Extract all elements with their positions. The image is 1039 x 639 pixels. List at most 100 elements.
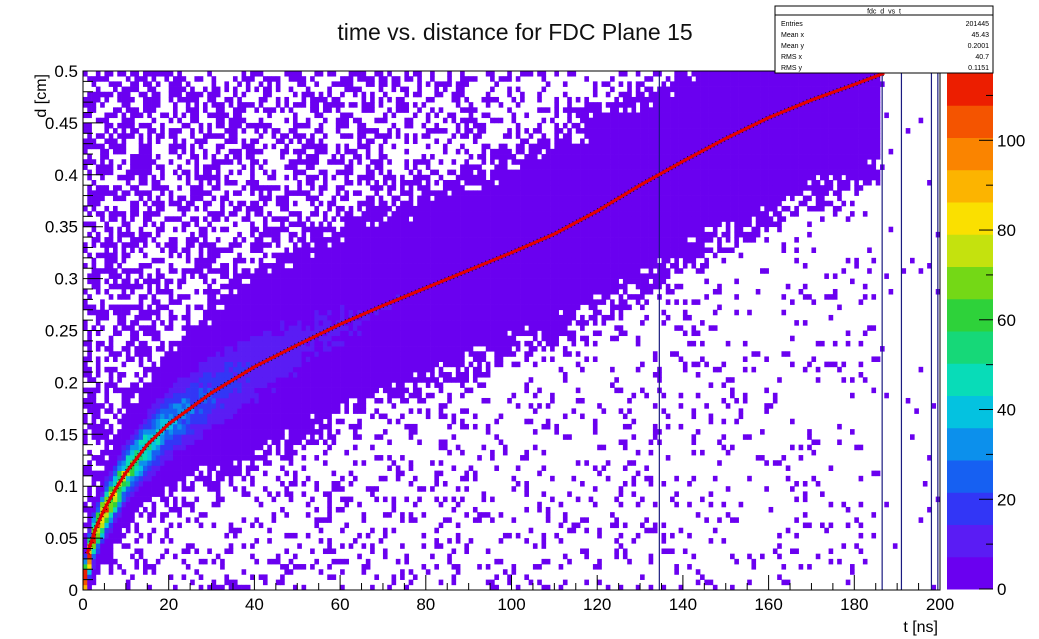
heatmap-cell: [211, 584, 217, 591]
heatmap-cell: [155, 231, 161, 238]
heatmap-cell: [292, 133, 298, 139]
heatmap-cell: [404, 76, 410, 82]
heatmap-cell: [348, 288, 354, 295]
heatmap-cell: [365, 283, 371, 290]
heatmap-cell: [280, 366, 285, 373]
heatmap-cell: [301, 382, 307, 388]
heatmap-cell: [331, 481, 337, 487]
heatmap-cell: [130, 242, 135, 248]
heatmap-cell: [237, 460, 242, 466]
heatmap-cell: [83, 320, 88, 326]
heatmap-cell: [91, 102, 97, 108]
heatmap-cell: [267, 346, 272, 352]
heatmap-cell: [288, 252, 294, 259]
heatmap-cell: [113, 252, 118, 259]
heatmap-cell: [181, 377, 187, 383]
heatmap-cell: [245, 304, 251, 311]
heatmap-cell: [95, 278, 101, 285]
heatmap-cell: [335, 148, 341, 155]
heatmap-cell: [138, 164, 144, 170]
heatmap-cell: [168, 71, 174, 77]
heatmap-cell: [125, 584, 131, 591]
heatmap-cell: [442, 231, 448, 238]
heatmap-cell: [280, 304, 285, 311]
heatmap-cell: [408, 366, 414, 373]
heatmap-cell: [430, 268, 435, 274]
heatmap-cell: [117, 231, 122, 238]
heatmap-cell: [125, 543, 131, 549]
heatmap-cell: [258, 294, 264, 300]
heatmap-cell: [442, 247, 448, 253]
heatmap-cell: [241, 346, 247, 352]
heatmap-cell: [370, 195, 375, 202]
heatmap-cell: [421, 366, 427, 373]
heatmap-cell: [292, 403, 298, 409]
heatmap-cell: [202, 382, 208, 388]
heatmap-cell: [108, 506, 114, 513]
heatmap-cell: [451, 216, 457, 222]
heatmap-cell: [142, 491, 148, 497]
heatmap-cell: [224, 413, 230, 420]
heatmap-cell: [241, 517, 247, 523]
heatmap-cell: [438, 81, 444, 87]
heatmap-cell: [228, 351, 234, 357]
heatmap-cell: [288, 299, 294, 305]
heatmap-cell: [455, 564, 461, 570]
heatmap-cell: [245, 288, 251, 295]
heatmap-cell: [181, 434, 187, 440]
heatmap-cell: [95, 429, 101, 435]
heatmap-cell: [117, 444, 122, 451]
heatmap-cell: [451, 231, 457, 238]
heatmap-cell: [245, 143, 251, 150]
heatmap-cell: [117, 387, 122, 394]
heatmap-cell: [177, 418, 182, 425]
heatmap-cell: [335, 346, 341, 352]
heatmap-cell: [365, 377, 371, 383]
heatmap-cell: [138, 553, 144, 560]
heatmap-cell: [250, 481, 255, 487]
heatmap-cell: [241, 377, 247, 383]
heatmap-cell: [215, 553, 221, 560]
heatmap-cell: [177, 512, 182, 518]
heatmap-cell: [113, 517, 118, 523]
heatmap-cell: [138, 532, 144, 539]
heatmap-cell: [155, 481, 161, 487]
heatmap-cell: [190, 501, 195, 508]
heatmap-cell: [138, 387, 144, 394]
heatmap-cell: [177, 439, 182, 446]
heatmap-cell: [275, 216, 281, 222]
heatmap-cell: [430, 309, 435, 316]
heatmap-cell: [241, 543, 247, 549]
heatmap-cell: [352, 294, 358, 300]
heatmap-cell: [108, 340, 114, 347]
heatmap-cell: [275, 403, 281, 409]
heatmap-cell: [258, 299, 264, 305]
heatmap-cell: [271, 268, 277, 274]
heatmap-cell: [194, 346, 200, 352]
heatmap-cell: [83, 112, 88, 119]
heatmap-cell: [271, 226, 277, 233]
heatmap-cell: [91, 325, 97, 331]
heatmap-cell: [301, 148, 307, 155]
heatmap-cell: [335, 263, 341, 269]
heatmap-cell: [305, 159, 311, 165]
heatmap-cell: [361, 76, 367, 82]
heatmap-cell: [314, 413, 320, 420]
heatmap-cell: [160, 408, 165, 414]
heatmap-cell: [108, 501, 114, 508]
heatmap-cell: [417, 174, 422, 181]
heatmap-cell: [117, 211, 122, 217]
heatmap-cell: [138, 304, 144, 311]
heatmap-cell: [194, 382, 200, 388]
heatmap-cell: [357, 330, 362, 337]
heatmap-cell: [250, 138, 255, 145]
heatmap-cell: [417, 91, 422, 98]
heatmap-cell: [113, 413, 118, 420]
heatmap-cell: [455, 486, 461, 492]
heatmap-cell: [190, 96, 195, 103]
heatmap-cell: [391, 579, 397, 586]
heatmap-cell: [451, 351, 457, 357]
heatmap-cell: [232, 382, 238, 388]
heatmap-cell: [108, 71, 114, 77]
heatmap-cell: [271, 429, 277, 435]
